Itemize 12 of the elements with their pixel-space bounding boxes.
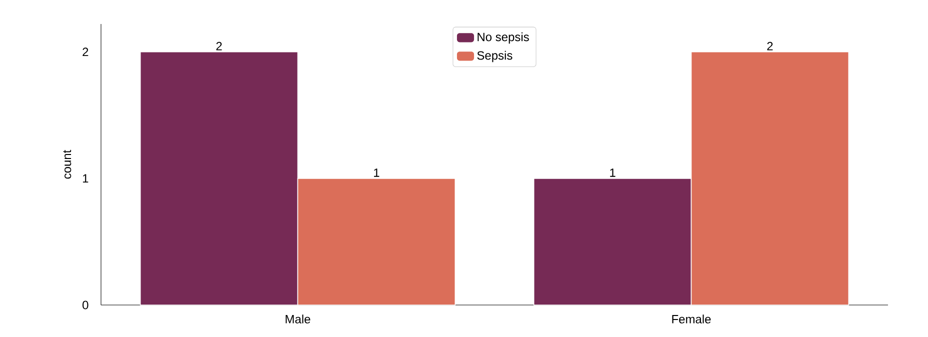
data-label: 1 <box>610 168 616 177</box>
legend-label: Sepsis <box>477 50 512 62</box>
y-axis-title: count <box>63 150 72 179</box>
x-tick-label: Female <box>672 314 711 324</box>
data-label: 2 <box>216 42 222 50</box>
y-tick-label: 0 <box>82 300 88 310</box>
y-tick-label: 1 <box>82 174 88 183</box>
x-tick-label: Male <box>286 314 310 324</box>
data-label: 1 <box>374 168 380 177</box>
legend-label: No sepsis <box>478 32 529 44</box>
y-tick-label: 2 <box>82 48 88 56</box>
data-label: 2 <box>767 42 773 50</box>
